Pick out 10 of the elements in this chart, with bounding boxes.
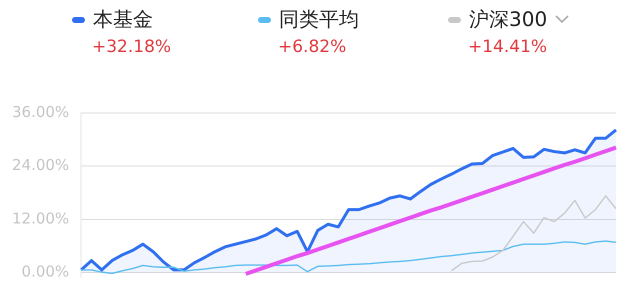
y-tick-label: 12.00%: [12, 209, 70, 228]
text: +32.18%: [92, 37, 172, 57]
y-tick-label: 0.00%: [22, 262, 70, 280]
legend-label: 沪深300: [469, 6, 548, 33]
y-tick-label: 24.00%: [12, 156, 70, 174]
legend-label: 本基金: [93, 6, 153, 33]
legend-label: 同类平均: [279, 6, 359, 33]
text: +6.82%: [278, 37, 348, 57]
text: +14.41%: [468, 37, 548, 57]
y-tick-label: 36.00%: [12, 102, 70, 121]
